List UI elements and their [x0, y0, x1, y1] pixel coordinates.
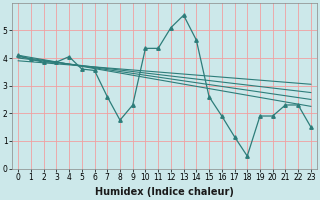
X-axis label: Humidex (Indice chaleur): Humidex (Indice chaleur) [95, 187, 234, 197]
